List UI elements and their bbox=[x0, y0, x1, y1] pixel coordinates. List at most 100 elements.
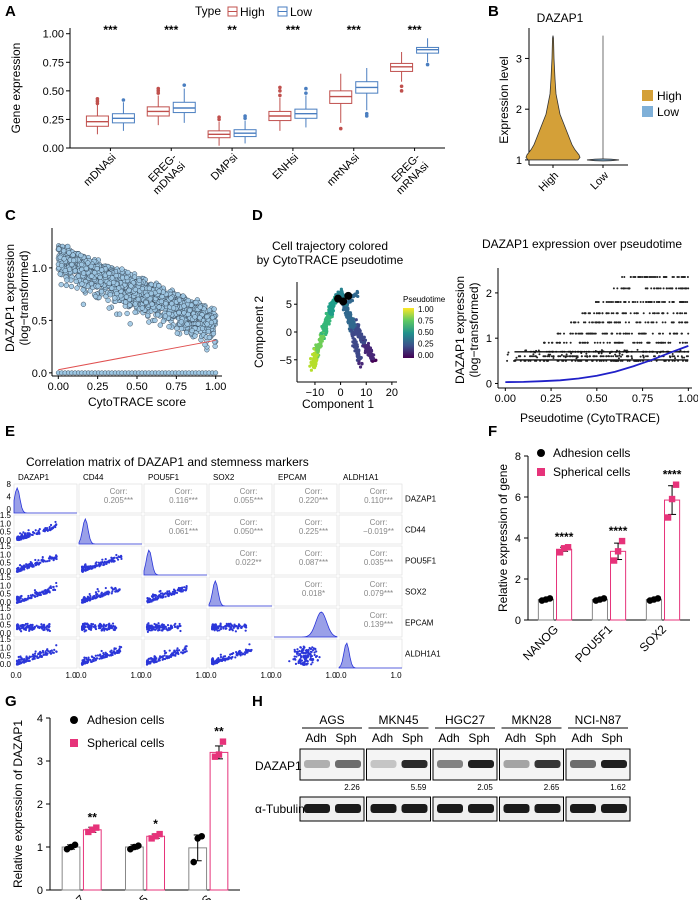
e-point bbox=[48, 528, 51, 531]
e-point bbox=[116, 590, 120, 593]
a-outlier bbox=[338, 126, 343, 131]
c-point bbox=[159, 293, 165, 300]
d2-point bbox=[594, 300, 597, 303]
e-point bbox=[165, 627, 168, 630]
d1-branch-node bbox=[344, 291, 353, 300]
e-point bbox=[53, 648, 56, 651]
e-point bbox=[40, 625, 43, 629]
e-point bbox=[85, 629, 88, 632]
e-point bbox=[39, 561, 42, 564]
e-point bbox=[37, 563, 41, 566]
a-outlier bbox=[425, 62, 430, 67]
e-point bbox=[103, 561, 107, 564]
d2-point bbox=[665, 287, 668, 290]
d2-point bbox=[605, 300, 608, 303]
d2-point bbox=[678, 321, 681, 324]
d2-point bbox=[638, 341, 641, 344]
e-point bbox=[174, 622, 177, 625]
d2-point bbox=[608, 321, 611, 324]
d2-point bbox=[620, 341, 623, 344]
d2-point bbox=[661, 332, 664, 335]
d1-point bbox=[353, 328, 357, 332]
e-point bbox=[81, 622, 85, 626]
d1-y-axis-title: Component 2 bbox=[252, 296, 266, 368]
d2-point bbox=[605, 332, 608, 335]
d2-point bbox=[651, 321, 654, 324]
panel-d-pseudotime: DAZAP1 expression over pseudotime0120.00… bbox=[453, 237, 698, 425]
e-point bbox=[87, 659, 90, 662]
e-point bbox=[86, 661, 89, 664]
c-point bbox=[56, 246, 62, 252]
e-point bbox=[29, 594, 32, 597]
d1-point bbox=[358, 334, 362, 338]
e-point bbox=[96, 657, 99, 660]
e-point bbox=[107, 625, 111, 628]
d1-point bbox=[349, 328, 353, 332]
d2-point bbox=[584, 355, 587, 358]
e-point bbox=[27, 563, 30, 566]
d1-point bbox=[320, 339, 324, 343]
d2-point bbox=[612, 355, 615, 358]
d2-point bbox=[655, 321, 658, 324]
e-density bbox=[208, 579, 272, 607]
e-point bbox=[47, 626, 51, 629]
d2-point bbox=[671, 353, 674, 356]
e-point bbox=[29, 597, 32, 600]
e-row-label-DAZAP1: DAZAP1 bbox=[405, 495, 437, 504]
e-cell-frame bbox=[273, 483, 338, 514]
c-point bbox=[147, 296, 153, 302]
d2-point bbox=[669, 341, 672, 344]
e-corr-label: Corr: bbox=[370, 518, 388, 527]
e-point bbox=[89, 565, 92, 568]
d2-point bbox=[525, 349, 528, 352]
d2-point bbox=[630, 355, 633, 358]
e-point bbox=[90, 625, 93, 628]
e-point bbox=[36, 591, 39, 594]
e-point bbox=[213, 629, 216, 632]
b-y-tick-label: 1 bbox=[516, 155, 522, 167]
e-point bbox=[27, 535, 30, 539]
d2-point bbox=[664, 341, 667, 344]
d2-point bbox=[593, 341, 596, 344]
e-cell: Corr:0.079*** bbox=[338, 576, 403, 607]
e-point bbox=[178, 624, 181, 627]
d2-point bbox=[547, 341, 550, 344]
a-significance: *** bbox=[347, 23, 361, 37]
d2-point bbox=[624, 300, 627, 303]
e-point bbox=[41, 556, 44, 559]
d2-point bbox=[506, 359, 509, 362]
e-point bbox=[88, 566, 91, 570]
d2-point bbox=[515, 356, 518, 359]
e-point bbox=[288, 660, 291, 663]
e-point bbox=[43, 627, 46, 630]
d2-point bbox=[577, 321, 580, 324]
d2-point bbox=[640, 332, 643, 335]
d2-point bbox=[671, 355, 674, 358]
d2-point bbox=[656, 287, 659, 290]
e-point bbox=[20, 627, 23, 630]
c-point bbox=[139, 285, 146, 292]
d2-point bbox=[630, 332, 633, 335]
c-point bbox=[132, 309, 138, 315]
e-point bbox=[152, 628, 155, 631]
e-point bbox=[19, 656, 22, 659]
c-point bbox=[59, 262, 65, 269]
d1-point bbox=[339, 287, 343, 291]
e-cell bbox=[78, 545, 143, 576]
d1-y-tick-label: 0 bbox=[286, 327, 292, 339]
e-point bbox=[49, 523, 53, 527]
e-point bbox=[233, 623, 236, 626]
e-cell bbox=[13, 514, 78, 545]
c-point bbox=[62, 267, 68, 274]
e-point bbox=[219, 624, 222, 627]
d2-point bbox=[623, 276, 626, 279]
e-point bbox=[48, 526, 51, 530]
d1-point bbox=[356, 349, 360, 354]
e-point bbox=[118, 588, 121, 591]
d2-point bbox=[661, 341, 664, 344]
d1-point bbox=[313, 366, 317, 370]
e-point bbox=[38, 532, 41, 535]
c-point bbox=[105, 297, 111, 304]
d2-point bbox=[616, 332, 619, 335]
d2-point bbox=[566, 355, 569, 358]
